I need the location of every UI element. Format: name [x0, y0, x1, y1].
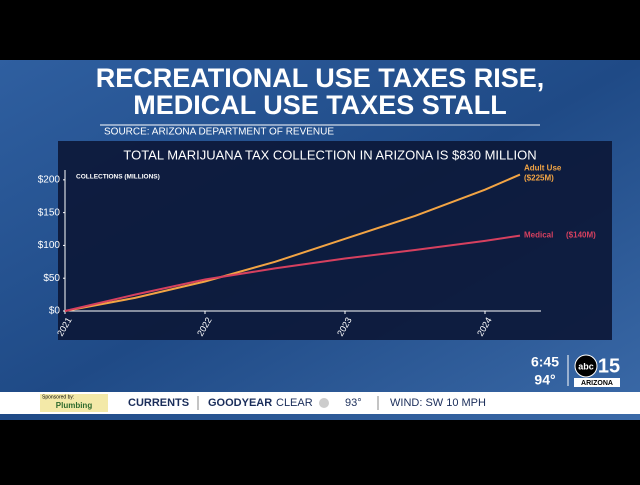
y-axis-label: COLLECTIONS (MILLIONS) — [76, 174, 160, 181]
ticker-city: GOODYEAR — [208, 397, 272, 409]
logo-banner — [574, 378, 620, 387]
clock-temp: 94° — [534, 372, 555, 388]
series-line — [64, 173, 521, 312]
moon-icon — [319, 398, 329, 408]
ticker-wind: WIND: SW 10 MPH — [390, 397, 486, 409]
logo-abc: abc — [578, 361, 594, 371]
clock-time: 6:45 — [531, 354, 559, 370]
sponsor-name: Plumbing — [56, 401, 93, 410]
ticker-segment: CURRENTS — [128, 397, 189, 409]
sponsor: Sponsored by: — [42, 394, 74, 400]
series-name: Medical — [524, 231, 553, 240]
logo-region: ARIZONA — [581, 380, 613, 387]
ticker-sky: CLEAR — [276, 397, 313, 409]
series-line — [64, 234, 521, 312]
y-tick-label: $0 — [49, 306, 61, 317]
series-total: ($140M) — [566, 231, 596, 240]
headline: MEDICAL USE TAXES STALL — [133, 90, 507, 120]
sponsor-box — [40, 394, 108, 412]
logo-circle — [574, 354, 598, 378]
y-tick-label: $50 — [43, 273, 60, 284]
y-tick-label: $200 — [38, 174, 61, 185]
headline: RECREATIONAL USE TAXES RISE, — [96, 63, 545, 93]
logo-number: 15 — [598, 355, 620, 377]
y-tick-label: $100 — [38, 240, 61, 251]
y-tick-label: $150 — [38, 207, 61, 218]
ticker-temp: 93° — [345, 397, 362, 409]
source: SOURCE: ARIZONA DEPARTMENT OF REVENUE — [104, 127, 334, 138]
series-total: ($225M) — [524, 174, 554, 183]
chart-title: TOTAL MARIJUANA TAX COLLECTION IN ARIZON… — [123, 147, 536, 162]
series-name: Adult Use — [524, 164, 562, 173]
